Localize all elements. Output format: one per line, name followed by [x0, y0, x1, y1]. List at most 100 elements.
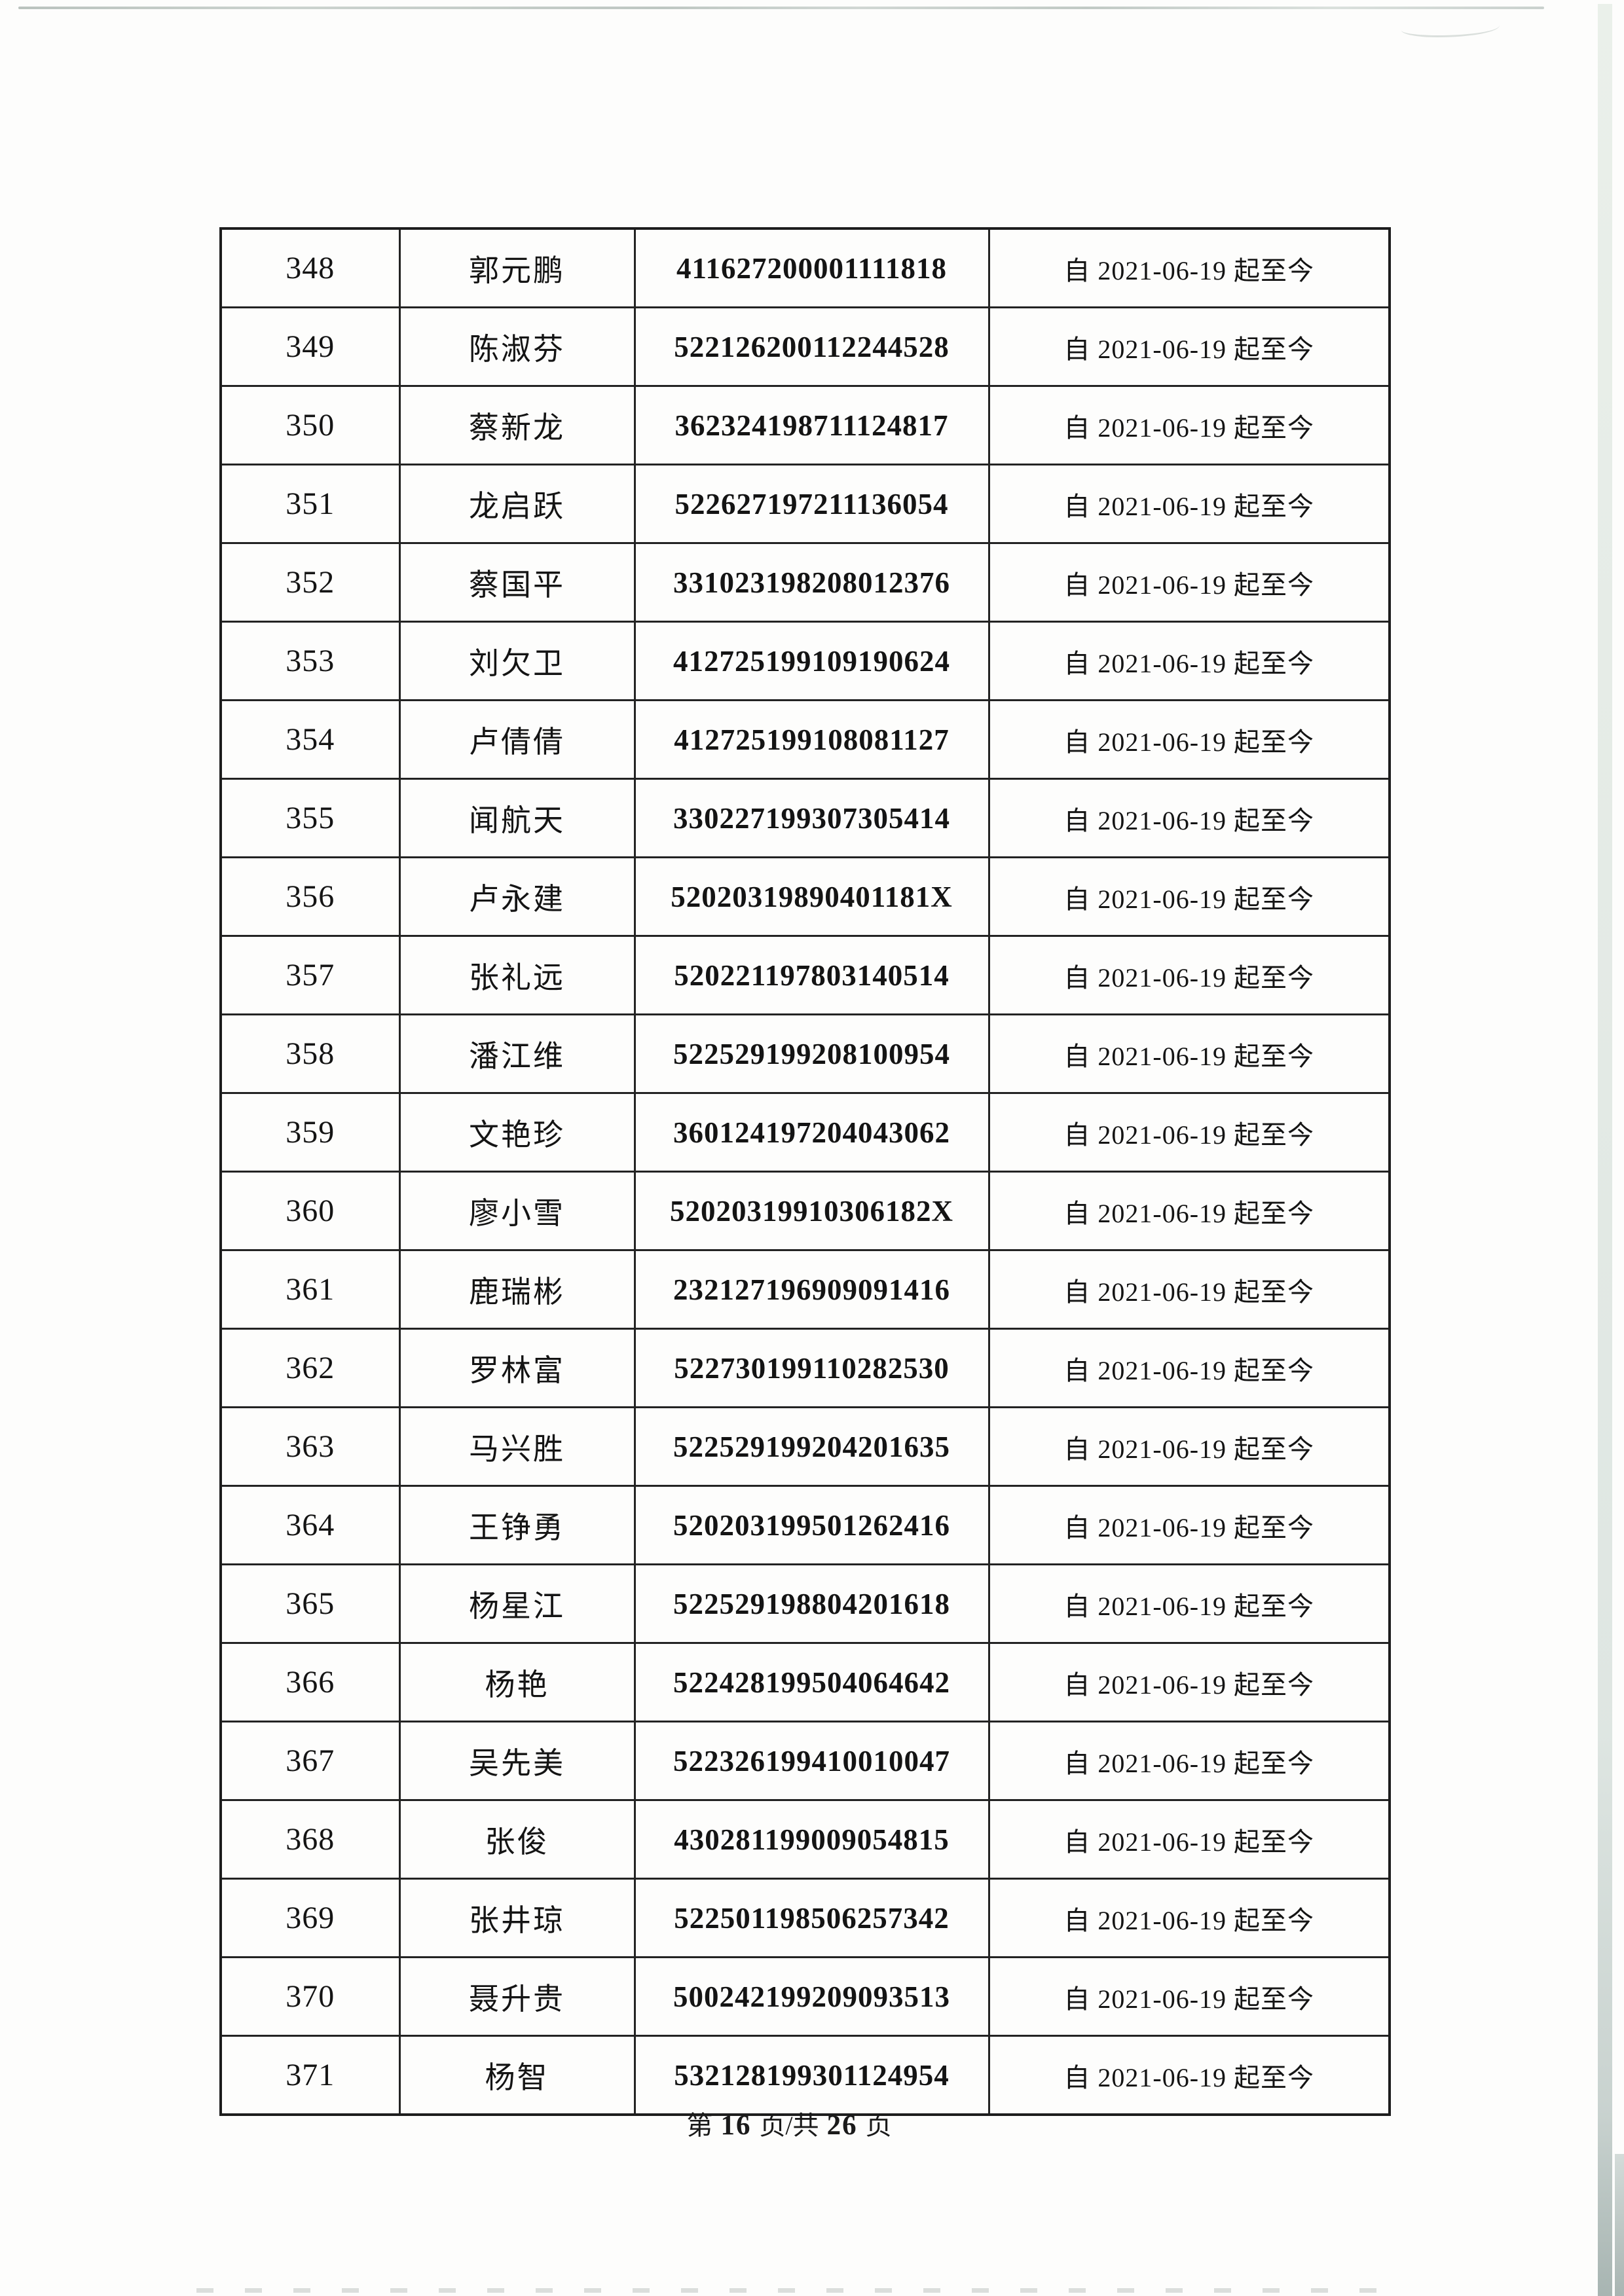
- period-cell: 自 2021-06-19 起至今: [987, 1563, 1391, 1644]
- serial-cell: 367: [219, 1721, 401, 1801]
- period-cell: 自 2021-06-19 起至今: [987, 1013, 1391, 1094]
- table-row: 360 廖小雪 52020319910306182X 自 2021-06-19 起至今: [219, 1171, 1391, 1251]
- serial-cell: 357: [219, 935, 401, 1015]
- period-cell: 自 2021-06-19 起至今: [987, 1485, 1391, 1565]
- name-cell: 杨艳: [398, 1642, 636, 1722]
- serial-cell: 365: [219, 1563, 401, 1644]
- table-row: 359 文艳珍 360124197204043062 自 2021-06-19 起至今: [219, 1092, 1391, 1173]
- period-cell: 自 2021-06-19 起至今: [987, 306, 1391, 387]
- name-cell: 聂升贵: [398, 1956, 636, 2037]
- serial-cell: 351: [219, 464, 401, 544]
- table-row: 353 刘欠卫 412725199109190624 自 2021-06-19 起至今: [219, 621, 1391, 701]
- id-cell: 500242199209093513: [633, 1956, 990, 2037]
- name-cell: 龙启跃: [398, 464, 636, 544]
- footer-total-pages: 26: [826, 2110, 858, 2141]
- id-cell: 52020319890401181X: [633, 856, 990, 937]
- table-row: 362 罗林富 522730199110282530 自 2021-06-19 起至今: [219, 1328, 1391, 1408]
- table-row: 354 卢倩倩 412725199108081127 自 2021-06-19 起至今: [219, 699, 1391, 780]
- id-cell: 522326199410010047: [633, 1721, 990, 1801]
- table-row: 350 蔡新龙 362324198711124817 自 2021-06-19 起至今: [219, 385, 1391, 465]
- serial-cell: 355: [219, 778, 401, 858]
- scan-top-edge-artifact: [18, 7, 1544, 9]
- period-cell: 自 2021-06-19 起至今: [987, 464, 1391, 544]
- name-cell: 张俊: [398, 1799, 636, 1880]
- serial-cell: 354: [219, 699, 401, 780]
- serial-cell: 349: [219, 306, 401, 387]
- roster-table-body: 348 郭元鹏 411627200001111818 自 2021-06-19 起至今…: [219, 227, 1391, 2116]
- id-cell: 522428199504064642: [633, 1642, 990, 1722]
- name-cell: 文艳珍: [398, 1092, 636, 1173]
- table-row: 365 杨星江 522529198804201618 自 2021-06-19 起至今: [219, 1563, 1391, 1644]
- id-cell: 412725199108081127: [633, 699, 990, 780]
- id-cell: 522126200112244528: [633, 306, 990, 387]
- period-cell: 自 2021-06-19 起至今: [987, 935, 1391, 1015]
- serial-cell: 362: [219, 1328, 401, 1408]
- id-cell: 52020319910306182X: [633, 1171, 990, 1251]
- serial-cell: 364: [219, 1485, 401, 1565]
- period-cell: 自 2021-06-19 起至今: [987, 1721, 1391, 1801]
- table-row: 348 郭元鹏 411627200001111818 自 2021-06-19 起至今: [219, 227, 1391, 308]
- name-cell: 张井琼: [398, 1878, 636, 1958]
- name-cell: 廖小雪: [398, 1171, 636, 1251]
- id-cell: 520221197803140514: [633, 935, 990, 1015]
- scan-right-corner-artifact: [1615, 2154, 1624, 2296]
- id-cell: 412725199109190624: [633, 621, 990, 701]
- scan-right-edge-artifact: [1598, 4, 1612, 2296]
- footer-prefix: 第: [686, 2111, 713, 2140]
- period-cell: 自 2021-06-19 起至今: [987, 1171, 1391, 1251]
- table-row: 371 杨智 532128199301124954 自 2021-06-19 起至今: [219, 2035, 1391, 2116]
- period-cell: 自 2021-06-19 起至今: [987, 1406, 1391, 1487]
- serial-cell: 371: [219, 2035, 401, 2116]
- id-cell: 331023198208012376: [633, 542, 990, 623]
- serial-cell: 352: [219, 542, 401, 623]
- id-cell: 522529198804201618: [633, 1563, 990, 1644]
- serial-cell: 369: [219, 1878, 401, 1958]
- id-cell: 330227199307305414: [633, 778, 990, 858]
- period-cell: 自 2021-06-19 起至今: [987, 1249, 1391, 1330]
- name-cell: 杨智: [398, 2035, 636, 2116]
- period-cell: 自 2021-06-19 起至今: [987, 699, 1391, 780]
- footer-separator: 页/共: [759, 2111, 819, 2140]
- name-cell: 杨星江: [398, 1563, 636, 1644]
- table-row: 363 马兴胜 522529199204201635 自 2021-06-19 起至今: [219, 1406, 1391, 1487]
- table-row: 358 潘江维 522529199208100954 自 2021-06-19 起至今: [219, 1013, 1391, 1094]
- table-row: 370 聂升贵 500242199209093513 自 2021-06-19 起至今: [219, 1956, 1391, 2037]
- period-cell: 自 2021-06-19 起至今: [987, 227, 1391, 308]
- period-cell: 自 2021-06-19 起至今: [987, 778, 1391, 858]
- period-cell: 自 2021-06-19 起至今: [987, 1092, 1391, 1173]
- id-cell: 522730199110282530: [633, 1328, 990, 1408]
- serial-cell: 359: [219, 1092, 401, 1173]
- id-cell: 522627197211136054: [633, 464, 990, 544]
- id-cell: 360124197204043062: [633, 1092, 990, 1173]
- id-cell: 522501198506257342: [633, 1878, 990, 1958]
- table-row: 355 闻航天 330227199307305414 自 2021-06-19 起至今: [219, 778, 1391, 858]
- table-row: 364 王铮勇 520203199501262416 自 2021-06-19 起至今: [219, 1485, 1391, 1565]
- id-cell: 532128199301124954: [633, 2035, 990, 2116]
- name-cell: 卢永建: [398, 856, 636, 937]
- table-row: 349 陈淑芬 522126200112244528 自 2021-06-19 起至今: [219, 306, 1391, 387]
- serial-cell: 366: [219, 1642, 401, 1722]
- name-cell: 刘欠卫: [398, 621, 636, 701]
- period-cell: 自 2021-06-19 起至今: [987, 621, 1391, 701]
- name-cell: 马兴胜: [398, 1406, 636, 1487]
- id-cell: 232127196909091416: [633, 1249, 990, 1330]
- name-cell: 罗林富: [398, 1328, 636, 1408]
- name-cell: 鹿瑞彬: [398, 1249, 636, 1330]
- serial-cell: 368: [219, 1799, 401, 1880]
- id-cell: 362324198711124817: [633, 385, 990, 465]
- id-cell: 411627200001111818: [633, 227, 990, 308]
- serial-cell: 348: [219, 227, 401, 308]
- page-footer: 第 16 页/共 26 页: [0, 2104, 1601, 2142]
- table-row: 357 张礼远 520221197803140514 自 2021-06-19 起至今: [219, 935, 1391, 1015]
- serial-cell: 356: [219, 856, 401, 937]
- table-row: 368 张俊 430281199009054815 自 2021-06-19 起至今: [219, 1799, 1391, 1880]
- footer-page-number: 16: [720, 2110, 752, 2141]
- name-cell: 闻航天: [398, 778, 636, 858]
- serial-cell: 350: [219, 385, 401, 465]
- serial-cell: 360: [219, 1171, 401, 1251]
- table-row: 351 龙启跃 522627197211136054 自 2021-06-19 起至今: [219, 464, 1391, 544]
- period-cell: 自 2021-06-19 起至今: [987, 1956, 1391, 2037]
- period-cell: 自 2021-06-19 起至今: [987, 542, 1391, 623]
- footer-suffix: 页: [865, 2111, 892, 2140]
